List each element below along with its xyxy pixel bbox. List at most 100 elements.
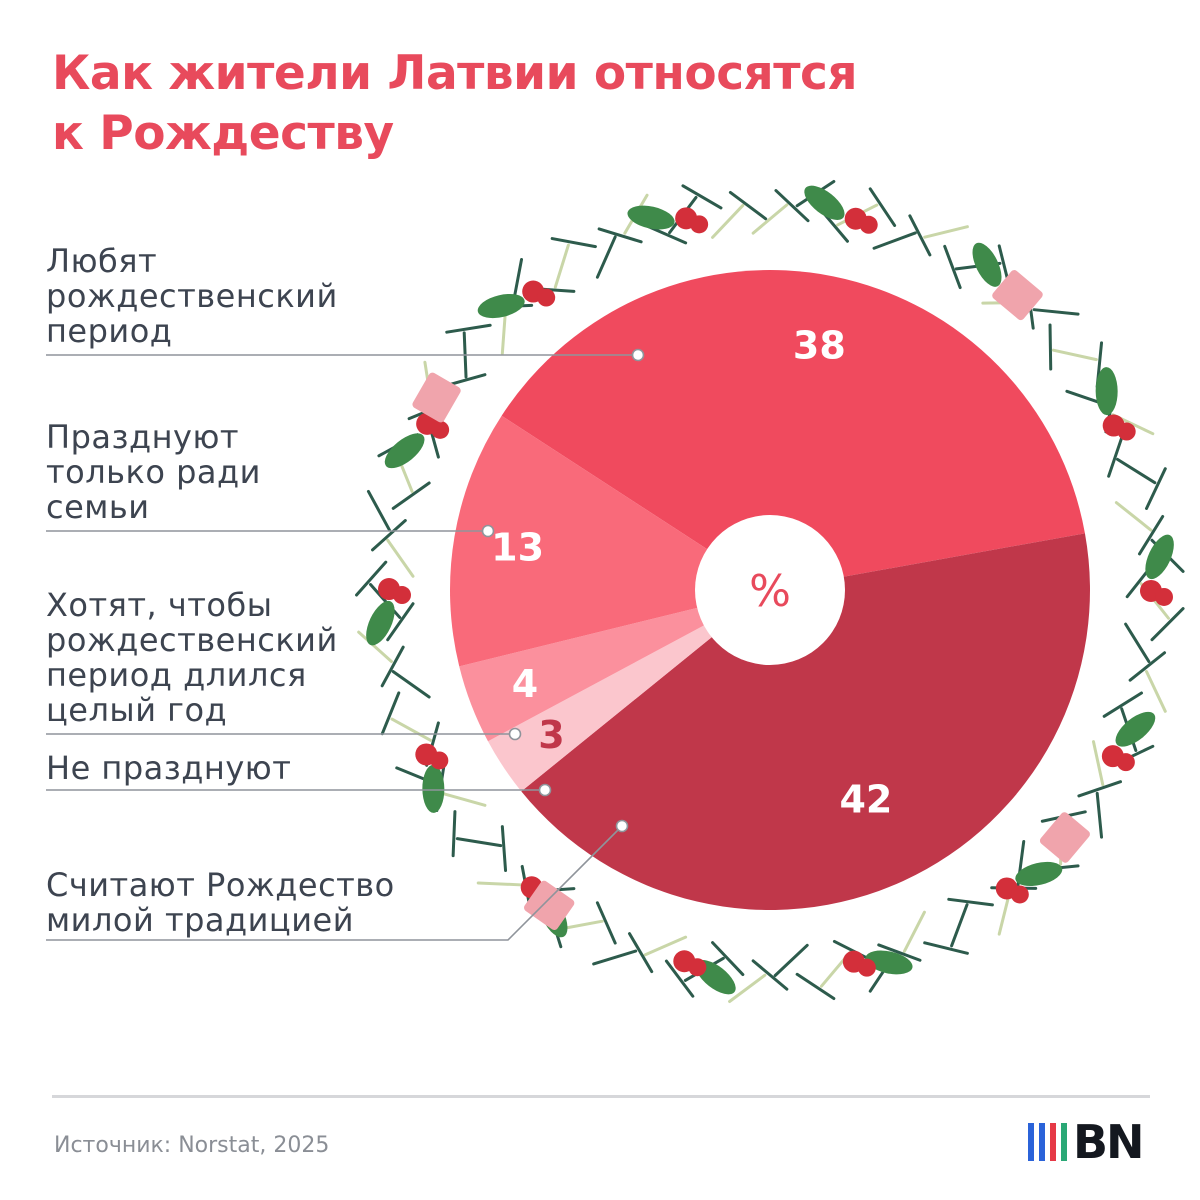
label-family-only: Празднуют только ради семьи <box>46 418 261 526</box>
leader-dot <box>631 348 645 362</box>
berry <box>690 215 709 234</box>
holly-leaf <box>627 205 675 230</box>
holly-leaf <box>477 293 525 319</box>
wreath-needle <box>476 881 524 887</box>
label-not-celebrate: Не празднуют <box>46 749 292 787</box>
wreath-needle <box>371 519 407 552</box>
wreath-needle <box>773 943 809 977</box>
slice-not-celebrate <box>487 590 770 792</box>
wreath-needle <box>751 203 789 235</box>
wreath-needle <box>751 959 789 991</box>
wreath-needle <box>550 237 597 249</box>
wreath-needle <box>1114 501 1153 532</box>
wreath-needle <box>355 560 388 597</box>
footer-divider <box>52 1095 1150 1098</box>
title-line-2: к Рождеству <box>52 106 394 161</box>
wreath-needle <box>366 489 391 532</box>
gift-box <box>524 880 575 931</box>
berry <box>1117 422 1136 441</box>
berry <box>431 420 450 439</box>
wreath-needle <box>1107 433 1125 478</box>
berry <box>393 586 412 605</box>
leader-dot <box>538 783 552 797</box>
wreath-needle <box>908 214 932 257</box>
slice-loves-period <box>501 270 1085 590</box>
wreath-needle <box>391 481 431 510</box>
holly-leaf <box>384 433 425 469</box>
logo-bar <box>1061 1123 1067 1161</box>
logo-bar <box>1050 1123 1056 1161</box>
gift-box <box>992 270 1043 321</box>
value-loves-period: 38 <box>793 323 846 367</box>
wreath-needle <box>923 941 969 955</box>
wreath-needle <box>711 203 745 239</box>
wreath-needle <box>1144 467 1167 510</box>
slice-family-only <box>450 415 770 667</box>
wreath-needle <box>1091 740 1105 787</box>
wreath-needle <box>877 943 922 962</box>
donut-center: % <box>695 515 845 665</box>
berry <box>430 751 449 770</box>
wreath-needle <box>868 187 897 227</box>
wreath-needle <box>1077 780 1123 798</box>
wreath-needle <box>947 897 994 907</box>
wreath-needle <box>664 959 695 998</box>
wreath-needle <box>872 231 917 250</box>
wreath-needle <box>1124 622 1151 663</box>
wreath-needle <box>390 717 433 742</box>
wreath-needle <box>943 244 962 290</box>
berry <box>857 958 876 977</box>
holly-leaf <box>1115 711 1156 747</box>
center-percent-label: % <box>749 566 791 617</box>
wreath-needle <box>369 583 402 619</box>
leader-dot <box>481 524 495 538</box>
wreath-needle <box>500 825 508 873</box>
berry <box>688 958 707 977</box>
logo-bars <box>1028 1123 1067 1161</box>
wreath-needle <box>1115 457 1157 485</box>
source-note: Источник: Norstat, 2025 <box>54 1133 330 1158</box>
bn-logo: BN <box>1028 1115 1145 1169</box>
wreath-needle <box>380 645 405 688</box>
wreath-needle <box>391 670 431 699</box>
holly-leaf <box>1015 861 1063 887</box>
logo-text: BN <box>1073 1115 1145 1169</box>
wreath-needle <box>1051 348 1098 362</box>
wreath-needle <box>1150 607 1185 642</box>
berry <box>1010 885 1029 904</box>
wreath-needle <box>1128 651 1167 682</box>
label-nice-tradition: Считают Рождество милой традицией <box>46 866 395 939</box>
label-whole-year: Хотят, чтобы рождественский период длилс… <box>46 586 338 729</box>
wreath-needle <box>774 189 810 223</box>
berry <box>537 288 556 307</box>
slice-whole-year <box>459 590 770 742</box>
gift-box <box>412 372 461 423</box>
wreath-needle <box>595 901 617 945</box>
slice-values: 38 42 34 13 <box>491 323 892 821</box>
wreath-needle <box>1095 791 1104 839</box>
wreath-needle <box>597 227 643 244</box>
pie-chart: % 38 42 34 13 <box>46 179 1185 1004</box>
wreath-needle <box>553 243 570 289</box>
title-line-1: Как жители Латвии относятся <box>52 46 858 101</box>
wreath-needle <box>1048 323 1053 371</box>
wreath-needle <box>1102 691 1143 718</box>
wreath-needle <box>795 972 836 1001</box>
holly-leaf <box>1095 367 1118 416</box>
berry <box>1154 587 1173 606</box>
holly-leaf <box>1145 534 1174 580</box>
berry <box>859 215 878 234</box>
wreath-needle <box>386 602 415 642</box>
value-family-only: 13 <box>491 525 544 569</box>
leader-lines <box>46 348 645 941</box>
value-not-celebrate: 3 <box>538 713 564 757</box>
wreath-needle <box>386 538 415 578</box>
wreath-needle <box>628 932 654 974</box>
wreath-needle <box>500 307 508 355</box>
donut-hole <box>695 515 845 665</box>
wreath-needle <box>728 190 768 221</box>
wreath-needle <box>923 225 969 239</box>
wreath-needle <box>445 323 492 334</box>
slice-nice-tradition <box>521 533 1090 910</box>
value-whole-year: 4 <box>512 662 538 706</box>
